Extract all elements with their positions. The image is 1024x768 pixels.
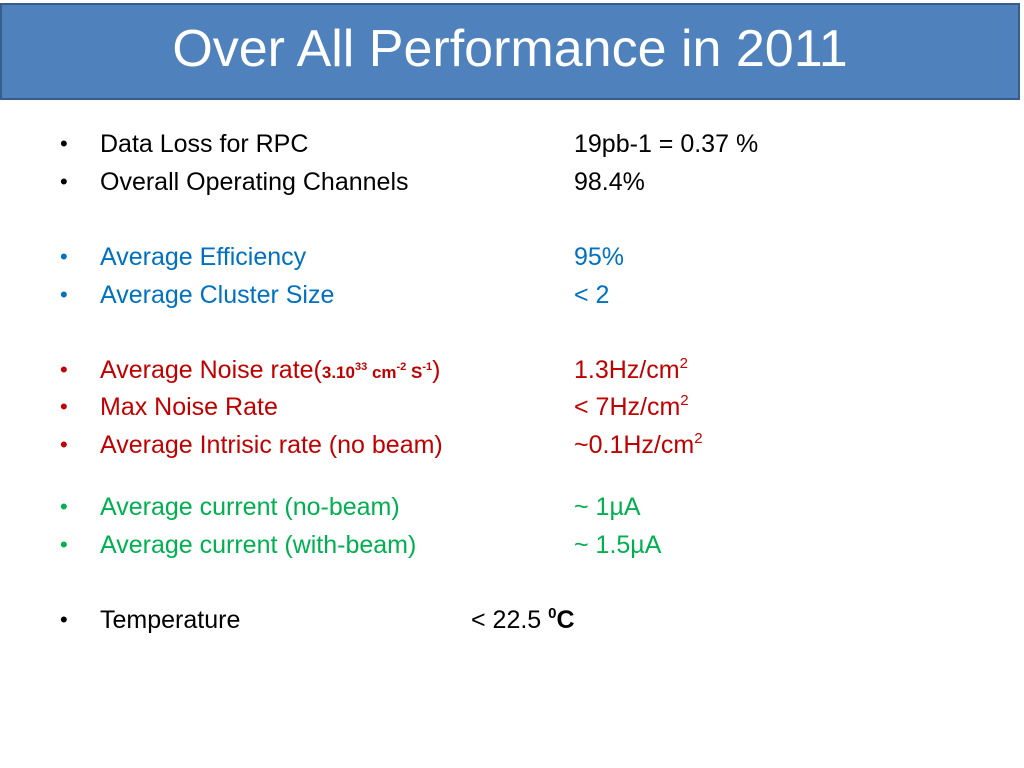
- value-text: ~0.1Hz/cm: [574, 431, 695, 459]
- bullet-icon: •: [60, 394, 68, 419]
- lumi-unit-cm: cm: [367, 363, 397, 382]
- bullet-icon: •: [60, 169, 68, 194]
- bullet-icon: •: [60, 244, 68, 269]
- item-label: Data Loss for RPC: [100, 130, 309, 158]
- value-text: < 7Hz/cm: [574, 393, 681, 421]
- item-value: < 22.5 0C: [471, 603, 575, 637]
- bullet-icon: •: [60, 357, 68, 382]
- item-value: 1.3Hz/cm2: [574, 353, 688, 387]
- lumi-base: 3.10: [321, 363, 355, 382]
- item-label: Average Cluster Size: [100, 281, 335, 309]
- degree-exponent: 0: [548, 605, 557, 622]
- bullet-icon: •: [60, 432, 68, 457]
- bullet-icon: •: [60, 607, 68, 632]
- item-value: ~ 1µA: [574, 493, 641, 521]
- item-label: Average Efficiency: [100, 243, 307, 271]
- lumi-unit-s: S: [406, 363, 423, 382]
- item-value: ~0.1Hz/cm2: [574, 428, 703, 462]
- item-label: Overall Operating Channels: [100, 168, 409, 196]
- item-label: Average Intrisic rate (no beam): [100, 431, 443, 459]
- item-label: Temperature: [100, 606, 241, 634]
- value-exponent: 2: [680, 392, 689, 409]
- item-value: ~ 1.5µA: [574, 531, 662, 559]
- item-value: 98.4%: [574, 168, 645, 196]
- label-prefix: Average Noise rate(: [100, 356, 322, 384]
- bullet-icon: •: [60, 494, 68, 519]
- bullet-icon: •: [60, 282, 68, 307]
- luminosity-note: 3.1033 cm-2 S-1: [321, 361, 433, 383]
- item-value: < 2: [574, 281, 610, 309]
- bullet-icon: •: [60, 532, 68, 557]
- item-value: 95%: [574, 243, 625, 271]
- lumi-exponent-s: -1: [422, 361, 433, 373]
- slide-title: Over All Performance in 2011: [172, 19, 848, 78]
- value-exponent: 2: [694, 430, 703, 447]
- item-value: < 7Hz/cm2: [574, 390, 689, 424]
- value-text: < 22.5: [471, 606, 549, 634]
- title-bar: Over All Performance in 2011: [0, 3, 1020, 100]
- item-value: 19pb-1 = 0.37 %: [574, 130, 759, 158]
- label-suffix: ): [432, 356, 441, 384]
- item-label: Average Noise rate(3.1033 cm-2 S-1): [100, 353, 440, 390]
- temperature-unit: C: [556, 606, 575, 634]
- value-exponent: 2: [679, 355, 688, 372]
- item-label: Max Noise Rate: [100, 393, 278, 421]
- lumi-exponent-cm: -2: [396, 361, 407, 373]
- bullet-icon: •: [60, 131, 68, 156]
- value-text: 1.3Hz/cm: [574, 356, 680, 384]
- item-label: Average current (no-beam): [100, 493, 400, 521]
- item-label: Average current (with-beam): [100, 531, 417, 559]
- lumi-exponent: 33: [354, 361, 368, 373]
